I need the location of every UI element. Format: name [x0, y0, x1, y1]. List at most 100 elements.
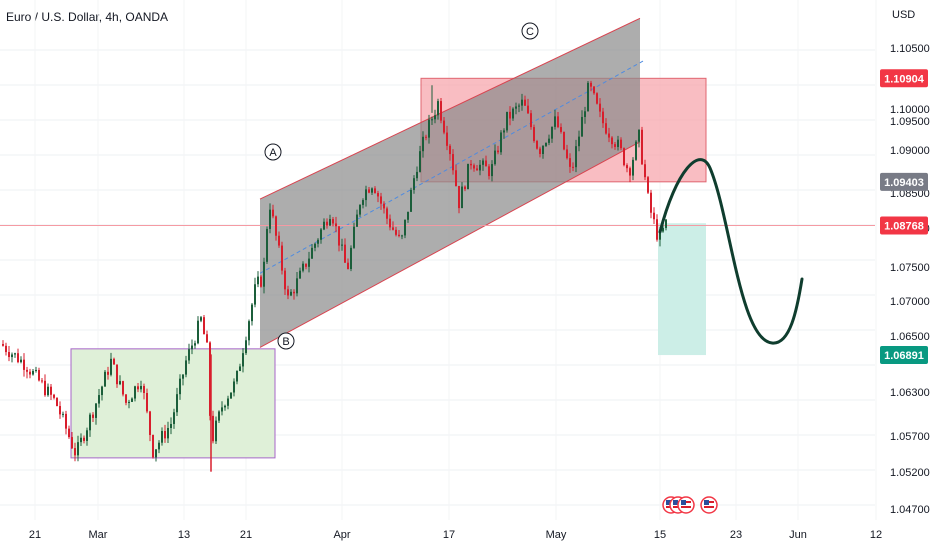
y-tick-label: 1.06300 — [890, 387, 930, 399]
candle-body — [443, 120, 445, 133]
candle-body — [491, 164, 493, 177]
candle-body — [215, 420, 217, 442]
candle-body — [512, 108, 514, 119]
candle-body — [539, 148, 541, 154]
candle-body — [641, 129, 643, 165]
candle-body — [272, 209, 274, 217]
candle-body — [200, 317, 202, 321]
candle-body — [14, 353, 16, 355]
candle-body — [596, 93, 598, 104]
candle-body — [176, 394, 178, 413]
annotation-circle — [521, 22, 539, 40]
candle-body — [146, 393, 148, 412]
candle-body — [389, 218, 391, 228]
candle-body — [635, 141, 637, 160]
candle-body — [203, 317, 205, 335]
candle-body — [83, 437, 85, 441]
candle-body — [17, 353, 19, 363]
price-badge-label: 1.08768 — [884, 220, 924, 232]
candle-body — [110, 358, 112, 375]
candle-body — [548, 138, 550, 143]
candle-body — [236, 370, 238, 382]
candle-body — [533, 127, 535, 142]
candle-body — [287, 289, 289, 296]
range-zone — [70, 348, 276, 459]
candle-body — [233, 381, 235, 393]
y-tick-label: 1.10500 — [890, 43, 930, 55]
candle-body — [413, 178, 415, 190]
x-tick-label: 17 — [443, 529, 455, 541]
candle-body — [317, 239, 319, 244]
candle-body — [8, 352, 10, 358]
candle-body — [587, 82, 589, 112]
candle-body — [353, 226, 355, 248]
candle-body — [572, 166, 574, 168]
candle-body — [119, 381, 121, 385]
y-tick-label: 1.05200 — [890, 467, 930, 479]
axis-currency-label: USD — [892, 9, 916, 21]
candle-body — [11, 354, 13, 358]
candle-body — [665, 219, 667, 228]
candle-body — [380, 196, 382, 204]
candle-body — [224, 405, 226, 408]
candle-body — [68, 428, 70, 438]
candle-body — [128, 401, 130, 403]
candle-body — [281, 245, 283, 271]
candle-body — [458, 185, 460, 209]
candle-body — [407, 211, 409, 220]
candle-body — [536, 141, 538, 149]
candle-body — [647, 177, 649, 193]
x-tick-label: 21 — [240, 529, 252, 541]
candle-body — [569, 158, 571, 167]
candle-body — [44, 380, 46, 396]
candle-body — [206, 334, 208, 343]
candle-body — [275, 216, 277, 236]
candle-body — [560, 127, 562, 132]
candle-body — [26, 369, 28, 372]
candle-body — [410, 189, 412, 212]
candle-body — [470, 163, 472, 166]
channel-midline — [259, 60, 644, 274]
candle-body — [245, 340, 247, 354]
candle-body — [521, 99, 523, 106]
x-tick-label: Mar — [89, 529, 108, 541]
candle-body — [167, 427, 169, 439]
candle-body — [173, 412, 175, 425]
candle-body — [209, 342, 211, 416]
candle-body — [527, 105, 529, 114]
candle-body — [392, 227, 394, 230]
candle-body — [419, 151, 421, 172]
candle-body — [452, 154, 454, 171]
candle-body — [581, 116, 583, 137]
candle-body — [425, 136, 427, 138]
candle-body — [617, 139, 619, 147]
candle-body — [131, 398, 133, 402]
candle-body — [56, 397, 58, 407]
candle-body — [440, 101, 442, 121]
candle-body — [260, 276, 262, 287]
candle-body — [344, 244, 346, 263]
candle-body — [323, 221, 325, 230]
candle-body — [314, 243, 316, 248]
candle-body — [311, 247, 313, 259]
candle-body — [194, 343, 196, 346]
candle-body — [308, 258, 310, 267]
y-tick-label: 1.04700 — [890, 504, 930, 516]
candle-body — [179, 378, 181, 395]
candle-body — [476, 168, 478, 171]
x-tick-label: May — [546, 529, 567, 541]
candle-body — [515, 106, 517, 109]
candle-body — [290, 291, 292, 296]
candle-body — [2, 344, 4, 346]
candle-body — [59, 406, 61, 415]
candle-body — [107, 371, 109, 375]
candle-body — [605, 123, 607, 134]
candle-body — [326, 221, 328, 226]
x-tick-label: Apr — [333, 529, 350, 541]
y-tick-label: 1.05700 — [890, 431, 930, 443]
candle-body — [350, 247, 352, 270]
candle-body — [161, 431, 163, 443]
candle-body — [449, 145, 451, 155]
